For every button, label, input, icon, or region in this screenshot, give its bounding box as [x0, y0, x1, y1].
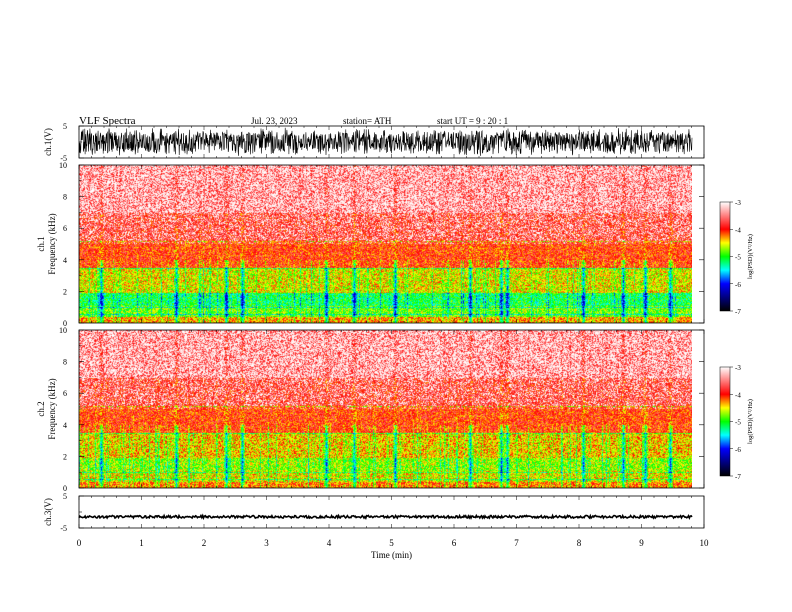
ch2-spectrogram-ylabel-channel: ch.2 [36, 401, 46, 416]
ch3-waveform-ytick-label: -5 [60, 524, 67, 533]
ch2-spectrogram-colorbar-tick-label: -5 [735, 419, 741, 427]
ch1-spectrogram-ylabel-channel: ch.1 [36, 236, 46, 251]
ch1-spectrogram-ytick-label: 6 [63, 224, 67, 233]
time-tick-label: 8 [577, 538, 582, 548]
ch1-spectrogram-ytick-label: 8 [63, 193, 67, 202]
time-tick-label: 9 [639, 538, 644, 548]
time-tick-label: 3 [264, 538, 269, 548]
ch2-spectrogram-ytick-label: 8 [63, 358, 67, 367]
time-tick-label: 7 [514, 538, 519, 548]
ch1-spectrogram-colorbar-label: log(PSD)(V²/Hz) [747, 234, 754, 279]
ch1-waveform-ylabel: ch.1(V) [43, 128, 53, 156]
ch1-spectrogram-ytick-label: 0 [63, 319, 67, 328]
ch1-spectrogram-colorbar-tick-label: -4 [735, 226, 741, 234]
ch2-spectrogram-ytick-label: 4 [63, 421, 67, 430]
ch3-waveform-panel: 5 -5 ch.3(V) [43, 492, 705, 533]
ch2-spectrogram-ytick-label: 0 [63, 484, 67, 493]
ch1-waveform-ytick-label: 5 [63, 122, 67, 131]
ch2-spectrogram-colorbar-tick-label: -7 [735, 473, 741, 481]
ch1-spectrogram-colorbar-tick-label: -7 [735, 308, 741, 316]
time-tick-label: 6 [452, 538, 457, 548]
ch2-spectrogram-panel: 0 2 4 6 8 10 ch.2 Frequency (kHz) [36, 326, 705, 493]
time-tick-label: 5 [389, 538, 394, 548]
time-axis-label: Time (min) [371, 550, 412, 560]
ch1-waveform-trace [78, 127, 693, 156]
figure-title: VLF Spectra [79, 115, 136, 127]
ch1-spectrogram-ytick-label: 2 [63, 287, 67, 296]
ch2-spectrogram-colorbar-scale [719, 366, 731, 477]
ch2-spectrogram-ytick-label: 10 [59, 326, 67, 335]
figure-station: station= ATH [343, 116, 392, 126]
ch2-spectrogram-colorbar-tick-label: -3 [735, 364, 741, 372]
time-tick-label: 10 [700, 538, 710, 548]
ch3-waveform-frame [78, 495, 705, 529]
ch2-spectrogram-ytick-label: 6 [63, 389, 67, 398]
ch1-spectrogram-image [79, 165, 692, 323]
ch2-spectrogram-ylabel-frequency: Frequency (kHz) [47, 378, 57, 439]
figure-date: Jul. 23, 2023 [251, 116, 298, 126]
ch2-spectrogram-colorbar-label: log(PSD)(V²/Hz) [747, 399, 754, 444]
ch1-spectrogram-colorbar-tick-label: -5 [735, 254, 741, 262]
ch3-waveform-ylabel: ch.3(V) [43, 498, 53, 526]
ch1-spectrogram-colorbar-scale [719, 201, 731, 312]
ch2-spectrogram-colorbar-tick-label: -4 [735, 391, 741, 399]
ch1-spectrogram-ytick-label: 10 [59, 161, 67, 170]
ch2-spectrogram-colorbar-tick-label: -6 [735, 446, 741, 454]
ch2-colorbar: -3 -4 -5 -6 -7 log(PSD)(V²/Hz) [719, 364, 754, 481]
ch1-spectrogram-ylabel-frequency: Frequency (kHz) [47, 213, 57, 274]
ch3-waveform-trace [78, 513, 693, 521]
ch1-colorbar: -3 -4 -5 -6 -7 log(PSD)(V²/Hz) [719, 199, 754, 316]
figure-start-ut: start UT = 9 : 20 : 1 [437, 116, 508, 126]
time-tick-label: 4 [327, 538, 332, 548]
ch2-spectrogram-image [79, 330, 692, 488]
ch1-waveform-panel: 5 -5 ch.1(V) [43, 122, 705, 163]
ch2-spectrogram-ytick-label: 2 [63, 452, 67, 461]
ch1-spectrogram-panel: 0 2 4 6 8 10 ch.1 Frequency (kHz) [36, 161, 705, 328]
ch1-waveform-ytick-label: -5 [60, 154, 67, 163]
ch1-spectrogram-colorbar-tick-label: -6 [735, 281, 741, 289]
time-axis: 0 1 2 3 4 5 6 7 8 9 10 Time (min) [77, 538, 709, 560]
ch3-waveform-ytick-label: 5 [63, 492, 67, 501]
time-tick-label: 1 [139, 538, 144, 548]
time-tick-label: 0 [77, 538, 82, 548]
time-tick-label: 2 [202, 538, 207, 548]
ch1-spectrogram-ytick-label: 4 [63, 256, 67, 265]
ch1-spectrogram-colorbar-tick-label: -3 [735, 199, 741, 207]
